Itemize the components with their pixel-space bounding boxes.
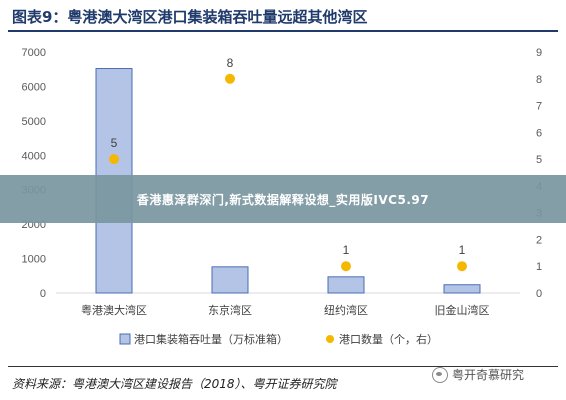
overlay-banner: 香港惠泽群深门,新式数据解释设想_实用版IVC5.97 [0, 175, 566, 223]
bar [327, 276, 365, 294]
y-right-tick-label: 9 [536, 47, 542, 59]
data-label: 8 [227, 56, 234, 70]
data-label: 1 [459, 243, 466, 257]
wechat-icon [432, 366, 448, 383]
bar [211, 266, 249, 294]
x-tick-label: 粤港澳大湾区 [81, 303, 147, 317]
source-divider [8, 366, 558, 367]
figure-title: 图表9：粤港澳大湾区港口集装箱吞吐量远超其他湾区 [12, 8, 368, 26]
legend-label-bar: 港口集装箱吞吐量（万标准箱） [134, 332, 288, 346]
watermark-text: 粤开奇慕研究 [452, 368, 525, 382]
y-left-tick-label: 4000 [22, 150, 46, 162]
scatter-point [457, 261, 467, 272]
scatter-point [341, 261, 351, 272]
y-right-tick-label: 0 [536, 288, 542, 300]
y-right-tick-label: 2 [536, 234, 542, 246]
y-right-tick-label: 5 [536, 154, 542, 166]
legend-swatch-bar [119, 333, 131, 345]
scatter-point [225, 73, 235, 84]
legend-swatch-dot [326, 335, 334, 343]
scatter-point [109, 154, 119, 165]
y-right-tick-label: 8 [536, 74, 542, 86]
chart-canvas: 010002000300040005000600070000123456789粤… [22, 47, 543, 346]
source-note: 资料来源：粤港澳大湾区建设报告（2018）、粤开证券研究院 [12, 377, 337, 391]
legend-label-dot: 港口数量（个，右） [339, 332, 438, 346]
y-right-tick-label: 6 [536, 127, 542, 139]
y-right-tick-label: 7 [536, 101, 542, 113]
y-left-tick-label: 0 [40, 288, 46, 300]
x-tick-label: 纽约湾区 [324, 303, 368, 317]
y-left-tick-label: 7000 [22, 47, 46, 59]
y-right-tick-label: 1 [536, 261, 542, 273]
watermark: 粤开奇慕研究 [432, 366, 524, 383]
y-left-tick-label: 5000 [22, 116, 46, 128]
x-tick-label: 东京湾区 [208, 303, 252, 317]
x-tick-label: 旧金山湾区 [435, 303, 490, 317]
data-label: 5 [111, 136, 118, 150]
y-left-tick-label: 6000 [22, 81, 46, 93]
data-label: 1 [343, 243, 350, 257]
bar [443, 284, 481, 294]
y-left-tick-label: 1000 [22, 254, 46, 266]
overlay-banner-text: 香港惠泽群深门,新式数据解释设想_实用版IVC5.97 [136, 192, 430, 207]
title-divider [8, 30, 558, 32]
